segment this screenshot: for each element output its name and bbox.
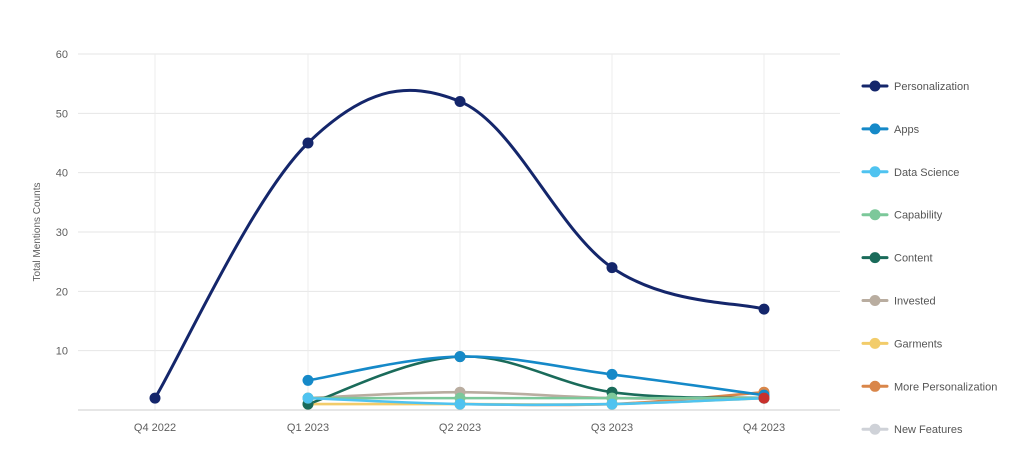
legend-label-data-science: Data Science xyxy=(894,167,959,179)
legend-label-invested: Invested xyxy=(894,296,936,308)
marker-data-science xyxy=(302,392,314,404)
y-tick-label: 10 xyxy=(56,346,68,358)
x-tick-label: Q1 2023 xyxy=(287,422,329,434)
legend-label-more-personalization: More Personalization xyxy=(894,381,997,393)
marker-personalization xyxy=(149,392,161,404)
y-tick-label: 30 xyxy=(56,227,68,239)
marker-apps xyxy=(606,368,618,380)
legend-label-garments: Garments xyxy=(894,338,943,350)
legend-swatch-dot-new-features xyxy=(869,423,881,435)
y-axis-title: Total Mentions Counts xyxy=(32,183,43,282)
legend-label-content: Content xyxy=(894,253,933,265)
legend: Personalization Apps Data Science Capabilit… xyxy=(861,80,997,436)
x-tick-label: Q4 2023 xyxy=(743,422,785,434)
y-tick-label: 40 xyxy=(56,168,68,180)
x-tick-label: Q3 2023 xyxy=(591,422,633,434)
legend-swatch-dot-capability xyxy=(869,209,881,221)
legend-label-capability: Capability xyxy=(894,210,943,222)
marker-personalization xyxy=(302,137,314,149)
marker-data-science xyxy=(454,398,466,410)
legend-label-personalization: Personalization xyxy=(894,81,969,93)
marker-data-science xyxy=(606,398,618,410)
legend-swatch-dot-garments xyxy=(869,337,881,349)
marker-apps xyxy=(302,374,314,386)
series-line-data-science xyxy=(306,396,766,407)
series-line-apps xyxy=(306,355,766,397)
x-tick-label: Q4 2022 xyxy=(134,422,176,434)
marker-highlight xyxy=(758,392,770,404)
y-tick-label: 50 xyxy=(56,108,68,120)
legend-swatch-dot-more-personalization xyxy=(869,380,881,392)
x-axis: Q4 2022 Q1 2023 Q2 2023 Q3 2023 Q4 2023 xyxy=(78,409,840,434)
gridlines xyxy=(78,53,840,410)
marker-personalization xyxy=(758,303,770,315)
legend-swatch-dot-personalization xyxy=(869,80,881,92)
x-tick-label: Q2 2023 xyxy=(439,422,481,434)
marker-apps xyxy=(454,351,466,363)
y-tick-label: 20 xyxy=(56,286,68,298)
legend-swatch-dot-invested xyxy=(869,295,881,306)
series-line-personalization xyxy=(153,89,766,400)
series-markers xyxy=(149,95,770,410)
marker-personalization xyxy=(606,262,618,274)
marker-personalization xyxy=(454,95,466,107)
legend-swatch-dot-data-science xyxy=(869,166,881,178)
y-axis: 10 20 30 40 50 60 xyxy=(56,49,68,358)
legend-label-apps: Apps xyxy=(894,124,920,136)
legend-swatch-dot-content xyxy=(869,252,881,264)
legend-swatch-dot-apps xyxy=(869,123,881,135)
y-tick-label: 60 xyxy=(56,49,68,61)
legend-label-new-features: New Features xyxy=(894,424,963,436)
